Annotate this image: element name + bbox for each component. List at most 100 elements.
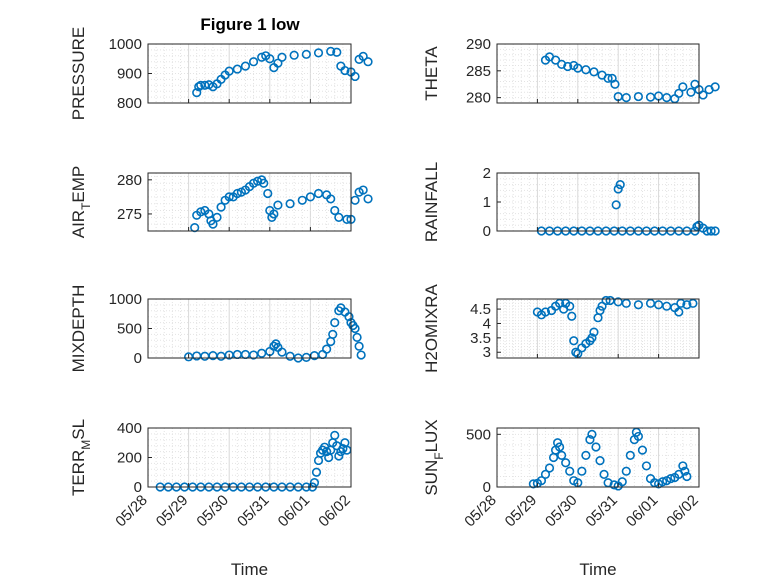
data-point [601, 295, 611, 306]
data-point [358, 51, 368, 61]
y-tick-label: 3.5 [470, 330, 491, 347]
data-point [658, 477, 668, 487]
data-point [232, 64, 242, 74]
data-point [621, 298, 631, 308]
data-point [688, 298, 698, 308]
data-point [232, 188, 242, 199]
data-point [309, 477, 320, 488]
y-tick-label: 400 [117, 420, 142, 437]
data-point [212, 212, 222, 222]
y-tick-label: 1000 [109, 36, 142, 53]
data-point [285, 351, 295, 361]
figure-title: Figure 1 low [200, 15, 300, 34]
data-point [285, 199, 295, 209]
data-point [682, 471, 692, 482]
x-axis-label: Time [231, 560, 268, 579]
y-axis-label: SUNFLUX [422, 419, 446, 495]
data-point [363, 194, 373, 204]
y-tick-label: 900 [117, 66, 142, 83]
data-point [334, 451, 344, 461]
data-point [289, 50, 299, 60]
data-point [196, 207, 206, 217]
data-point [555, 442, 565, 452]
data-point [674, 88, 684, 98]
data-point [358, 185, 368, 195]
data-point [633, 431, 644, 442]
data-point [706, 226, 716, 236]
data-point [248, 57, 259, 67]
subplot-2: 280 285 290 THETA [422, 36, 720, 107]
data-point [334, 212, 344, 222]
data-point [326, 194, 336, 204]
data-point [591, 442, 601, 452]
data-point [633, 91, 644, 102]
data-point [194, 82, 204, 92]
data-point [625, 450, 635, 460]
data-point [587, 333, 597, 343]
y-axis-label: MIXDEPTH [69, 285, 88, 373]
y-tick-label: 280 [466, 90, 491, 107]
data-point [269, 341, 279, 351]
data-point [356, 350, 366, 360]
data-point [297, 195, 307, 205]
data-point [587, 429, 597, 439]
subplot-6: 33.544.5 H2OMIXRA [422, 283, 700, 373]
y-tick-label: 4 [483, 315, 491, 332]
data-point [569, 336, 579, 346]
data-point [589, 327, 599, 337]
data-point [536, 476, 547, 486]
data-point [269, 209, 279, 219]
data-point [550, 55, 561, 65]
data-point [557, 59, 567, 69]
data-point [330, 318, 340, 328]
data-point [565, 466, 575, 476]
data-point [682, 300, 692, 310]
data-point [273, 200, 283, 210]
data-point [332, 47, 342, 57]
y-tick-label: 500 [466, 426, 491, 443]
data-point [710, 82, 720, 92]
data-point [676, 298, 686, 308]
data-point [686, 87, 696, 97]
data-point [240, 61, 251, 71]
data-point [610, 79, 620, 89]
y-tick-label: 0 [483, 479, 491, 496]
y-tick-label: 285 [466, 63, 491, 80]
data-point [571, 347, 581, 357]
y-tick-label: 0 [134, 350, 142, 367]
data-point [363, 57, 373, 67]
data-point [581, 450, 591, 460]
data-point [589, 67, 599, 77]
y-tick-label: 500 [117, 321, 142, 338]
data-point [666, 473, 676, 484]
data-point [330, 205, 340, 216]
data-point [615, 180, 625, 190]
y-tick-label: 3 [483, 344, 491, 361]
data-point [680, 466, 690, 476]
data-point [253, 176, 263, 186]
y-tick-label: 800 [117, 95, 142, 112]
data-point [585, 434, 595, 445]
data-point [322, 447, 332, 457]
y-tick-label: 2 [483, 165, 491, 182]
y-tick-label: 275 [117, 206, 142, 223]
data-point [544, 463, 555, 473]
data-point [641, 461, 652, 471]
data-point [224, 192, 234, 202]
data-point [265, 54, 275, 64]
y-tick-label: 0 [483, 223, 491, 240]
y-axis-label: H2OMIXRA [422, 283, 441, 372]
data-point [259, 178, 269, 188]
data-point [595, 456, 605, 466]
axes-frame [496, 43, 700, 104]
data-point [305, 192, 316, 202]
y-tick-label: 280 [117, 172, 142, 189]
data-point [540, 469, 551, 479]
axes-frame [496, 427, 700, 488]
axes-frame [496, 298, 700, 359]
subplot-1: 800 900 1000 PRESSURE [69, 27, 373, 120]
data-point [354, 341, 364, 351]
data-point [621, 93, 631, 103]
subplot-5: 0 500 1000 MIXDEPTH [69, 285, 366, 373]
